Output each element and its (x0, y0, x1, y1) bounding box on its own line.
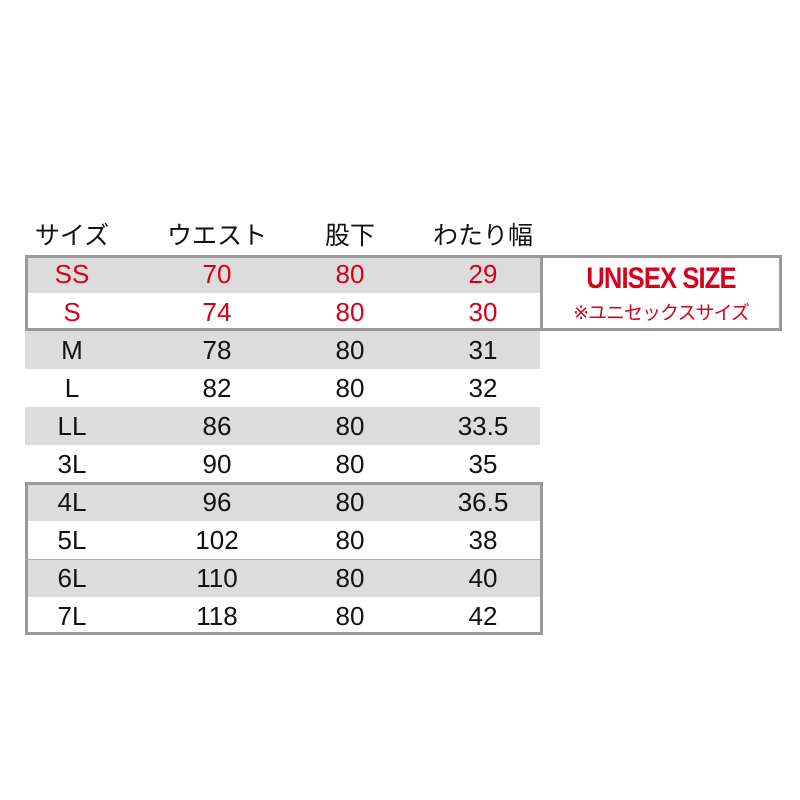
cell-thigh: 36.5 (457, 487, 509, 517)
cell-inseam: 80 (335, 601, 365, 631)
cell-size: 5L (57, 525, 87, 555)
table-row: 3L 90 80 35 (25, 445, 540, 483)
cell-size: L (64, 373, 80, 403)
cell-thigh: 40 (468, 563, 498, 593)
cell-waist: 118 (196, 601, 238, 631)
cell-waist: 70 (202, 259, 232, 289)
cell-size: 7L (57, 601, 87, 631)
cell-waist: 78 (202, 335, 232, 365)
unisex-title: UNISEX SIZE (586, 262, 736, 295)
cell-inseam: 80 (335, 487, 365, 517)
cell-thigh: 30 (468, 297, 498, 327)
cell-waist: 74 (202, 297, 232, 327)
cell-inseam: 80 (335, 563, 365, 593)
cell-inseam: 80 (335, 525, 365, 555)
header-waist: ウエスト (166, 221, 267, 250)
cell-thigh: 31 (468, 335, 498, 365)
table-row: S 74 80 30 (25, 293, 540, 331)
unisex-subtitle: ※ユニセックスサイズ (573, 302, 750, 324)
cell-size: 3L (57, 449, 87, 479)
cell-inseam: 80 (335, 411, 365, 441)
cell-waist: 82 (202, 373, 232, 403)
cell-thigh: 38 (468, 525, 498, 555)
cell-thigh: 29 (468, 259, 498, 289)
table-row: L 82 80 32 (25, 369, 540, 407)
table-row: 5L 102 80 38 (25, 521, 540, 559)
table-row: 7L 118 80 42 (25, 597, 540, 635)
cell-waist: 102 (195, 525, 239, 555)
cell-thigh: 33.5 (457, 411, 509, 441)
cell-size: LL (57, 411, 87, 441)
divider (25, 559, 540, 560)
table-row: LL 86 80 33.5 (25, 407, 540, 445)
table-row: 6L 110 80 40 (25, 559, 540, 597)
unisex-badge: UNISEX SIZE ※ユニセックスサイズ (540, 255, 782, 331)
cell-size: 6L (57, 563, 87, 593)
cell-inseam: 80 (335, 335, 365, 365)
header-thigh: わたり幅 (432, 221, 533, 250)
cell-inseam: 80 (335, 259, 365, 289)
cell-thigh: 32 (468, 373, 498, 403)
cell-inseam: 80 (335, 297, 365, 327)
cell-size: S (63, 297, 81, 327)
cell-waist: 90 (202, 449, 232, 479)
cell-size: SS (54, 259, 90, 289)
cell-size: M (61, 335, 83, 365)
table-row: M 78 80 31 (25, 331, 540, 369)
cell-waist: 110 (196, 563, 238, 593)
header-size: サイズ (34, 221, 110, 250)
cell-thigh: 35 (468, 449, 498, 479)
header-inseam: 股下 (324, 221, 375, 250)
cell-waist: 86 (202, 411, 232, 441)
table-row: SS 70 80 29 (25, 255, 540, 293)
table-row: 4L 96 80 36.5 (25, 483, 540, 521)
cell-thigh: 42 (468, 601, 498, 631)
cell-size: 4L (57, 487, 87, 517)
cell-inseam: 80 (335, 449, 365, 479)
cell-inseam: 80 (335, 373, 365, 403)
cell-waist: 96 (202, 487, 232, 517)
